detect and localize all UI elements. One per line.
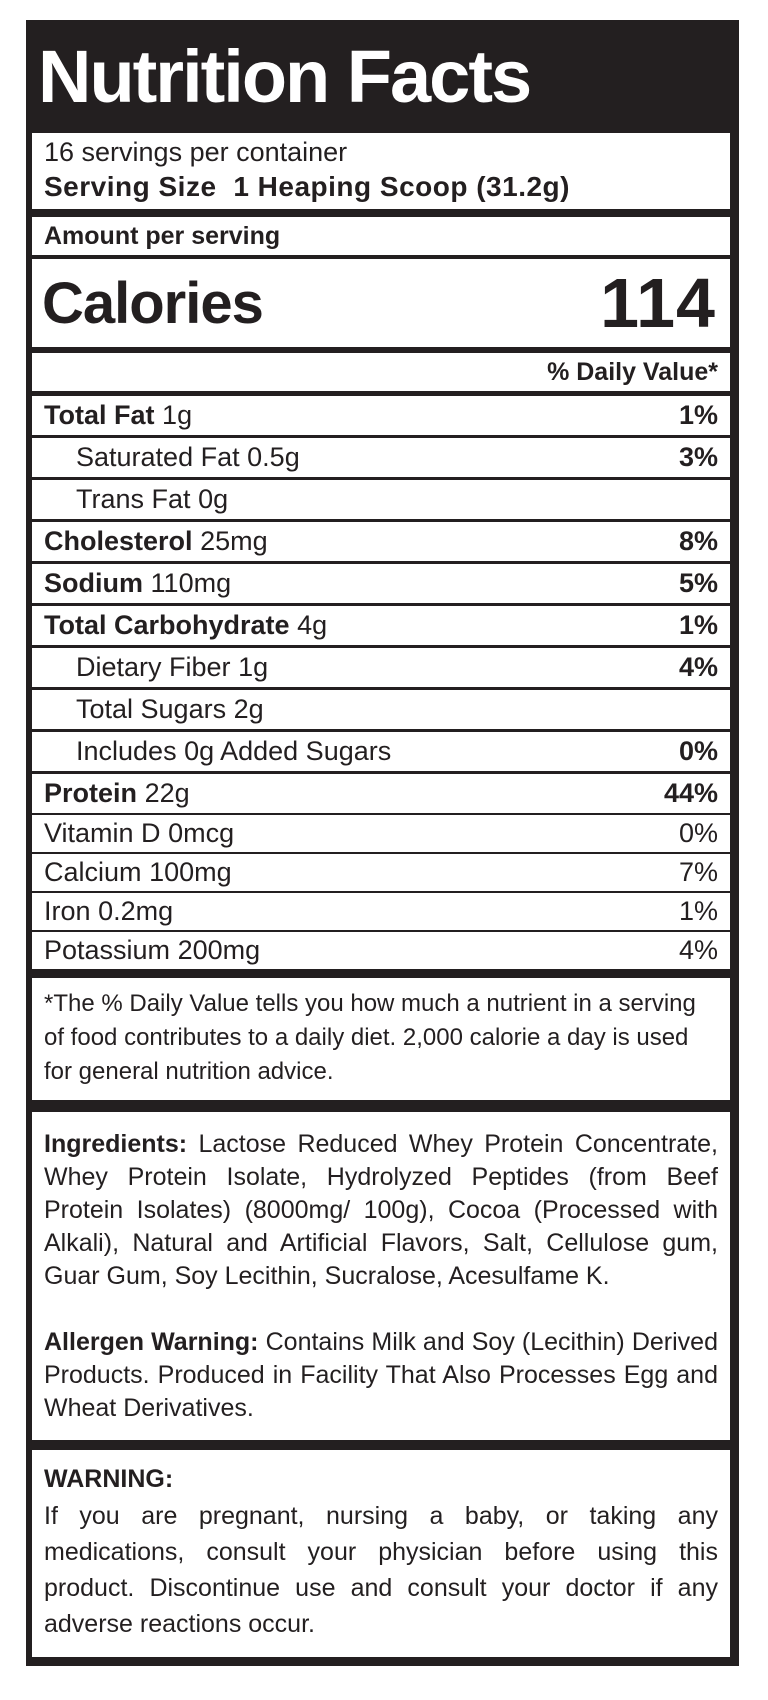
nutrient-amount: 100mg: [149, 857, 232, 887]
nutrient-row: Total Fat 1g 1%: [32, 396, 730, 435]
servings-per-container: 16 servings per container: [44, 137, 348, 167]
nutrient-row: Includes 0g Added Sugars 0%: [32, 732, 730, 771]
nutrient-name-amount: Trans Fat 0g: [76, 480, 228, 519]
nutrient-amount: 0mcg: [168, 818, 235, 848]
nutrient-name-amount: Total Fat 1g: [44, 396, 192, 435]
nutrition-facts-label: Nutrition Facts 16 servings per containe…: [26, 20, 739, 1666]
nutrient-daily-value: 1%: [678, 610, 718, 640]
warning-text: If you are pregnant, nursing a baby, or …: [44, 1502, 718, 1638]
ingredients-section: Ingredients: Lactose Reduced Whey Protei…: [32, 1112, 730, 1440]
amount-per-serving-header: Amount per serving: [32, 217, 730, 255]
nutrient-row: Potassium 200mg 4%: [32, 932, 730, 969]
nutrient-amount: 1g: [162, 400, 193, 430]
nutrient-name-amount: Iron 0.2mg: [44, 893, 173, 930]
nutrient-name: Vitamin D: [44, 818, 161, 848]
nutrient-row: Saturated Fat 0.5g 3%: [32, 438, 730, 477]
nutrient-daily-value: 3%: [678, 442, 718, 472]
allergen-paragraph: Allergen Warning: Contains Milk and Soy …: [44, 1326, 718, 1425]
warning-section: WARNING: If you are pregnant, nursing a …: [32, 1450, 730, 1657]
nutrient-name: Iron: [44, 896, 91, 926]
nutrient-amount: 25mg: [200, 526, 268, 556]
nutrient-amount: 110mg: [150, 568, 232, 598]
daily-value-header: % Daily Value*: [32, 353, 730, 391]
nutrient-amount: 0g: [198, 484, 229, 514]
nutrient-daily-value: 1%: [678, 896, 718, 926]
daily-value-footnote: *The % Daily Value tells you how much a …: [32, 978, 730, 1100]
nutrient-daily-value: 8%: [678, 526, 718, 556]
nutrient-name: Calcium: [44, 857, 142, 887]
allergen-warning-label: Allergen Warning:: [44, 1328, 259, 1356]
nutrient-name-amount: Total Carbohydrate 4g: [44, 606, 327, 645]
nutrient-name-amount: Cholesterol 25mg: [44, 522, 268, 561]
nutrient-name: Total Fat: [44, 400, 155, 430]
ingredients-paragraph: Ingredients: Lactose Reduced Whey Protei…: [44, 1128, 718, 1293]
nutrient-row: Total Sugars 2g: [32, 690, 730, 729]
nutrient-name: Trans Fat: [76, 484, 191, 514]
nutrient-name: Cholesterol: [44, 526, 193, 556]
nutrient-name-amount: Saturated Fat 0.5g: [76, 438, 300, 477]
calories-label: Calories: [42, 270, 264, 336]
warning-label: WARNING:: [44, 1465, 174, 1493]
nutrient-daily-value: 4%: [678, 935, 718, 965]
nutrient-daily-value: 7%: [678, 857, 718, 887]
nutrient-name-amount: Vitamin D 0mcg: [44, 815, 234, 852]
ingredients-text: Lactose Reduced Whey Protein Concentrate…: [44, 1130, 718, 1290]
serving-size-value: 1 Heaping Scoop (31.2g): [233, 171, 570, 202]
nutrient-name: Potassium: [44, 935, 171, 965]
nutrient-name-amount: Total Sugars 2g: [76, 690, 264, 729]
calories-value: 114: [600, 264, 716, 342]
nutrient-row: Protein 22g 44%: [32, 774, 730, 813]
nutrient-row: Calcium 100mg 7%: [32, 854, 730, 891]
nutrient-row: Vitamin D 0mcg 0%: [32, 815, 730, 852]
nutrient-amount: 4g: [297, 610, 328, 640]
nutrient-daily-value: 5%: [678, 568, 718, 598]
nutrient-name-amount: Calcium 100mg: [44, 854, 232, 891]
nutrient-daily-value: 1%: [678, 400, 718, 430]
nutrient-amount: 0.5g: [247, 442, 300, 472]
nutrient-amount: 0.2mg: [98, 896, 174, 926]
nutrient-row: Trans Fat 0g: [32, 480, 730, 519]
nutrient-row: Dietary Fiber 1g 4%: [32, 648, 730, 687]
nutrient-row: Sodium 110mg 5%: [32, 564, 730, 603]
nutrient-name: Includes 0g Added Sugars: [76, 736, 392, 766]
nutrient-name: Protein: [44, 778, 138, 808]
nutrient-amount: 1g: [238, 652, 269, 682]
nutrient-name-amount: Sodium 110mg: [44, 564, 231, 603]
nutrient-name-amount: Potassium 200mg: [44, 932, 260, 969]
nutrient-row: Cholesterol 25mg 8%: [32, 522, 730, 561]
nutrient-name-amount: Includes 0g Added Sugars: [76, 732, 391, 771]
nutrient-amount: 22g: [144, 778, 190, 808]
serving-size-line: Serving Size 1 Heaping Scoop (31.2g): [44, 169, 718, 204]
ingredients-label: Ingredients:: [44, 1130, 188, 1158]
label-title: Nutrition Facts: [38, 35, 532, 118]
nutrient-amount: 200mg: [177, 935, 261, 965]
nutrient-table: Total Fat 1g 1% Saturated Fat 0.5g 3% Trans Fa…: [32, 396, 730, 969]
nutrient-name: Saturated Fat: [76, 442, 240, 472]
nutrient-name: Total Sugars: [76, 694, 227, 724]
nutrient-row: Total Carbohydrate 4g 1%: [32, 606, 730, 645]
allergen-warning-text: Contains Milk and Soy (Lecithin) Derived…: [44, 1328, 718, 1422]
nutrient-daily-value: 4%: [678, 652, 718, 682]
nutrient-daily-value: 0%: [678, 736, 718, 766]
nutrient-daily-value: 44%: [663, 778, 718, 808]
calories-section: Calories 114: [32, 259, 730, 347]
nutrient-daily-value: 0%: [678, 818, 718, 848]
serving-info-section: 16 servings per container Serving Size 1 …: [32, 133, 730, 209]
nutrient-name-amount: Protein 22g: [44, 774, 190, 813]
nutrient-name: Dietary Fiber: [76, 652, 231, 682]
nutrient-name: Sodium: [44, 568, 143, 598]
nutrient-name-amount: Dietary Fiber 1g: [76, 648, 268, 687]
serving-size-label: Serving Size: [44, 171, 217, 202]
nutrient-row: Iron 0.2mg 1%: [32, 893, 730, 930]
nutrient-name: Total Carbohydrate: [44, 610, 290, 640]
nutrient-amount: 2g: [233, 694, 264, 724]
